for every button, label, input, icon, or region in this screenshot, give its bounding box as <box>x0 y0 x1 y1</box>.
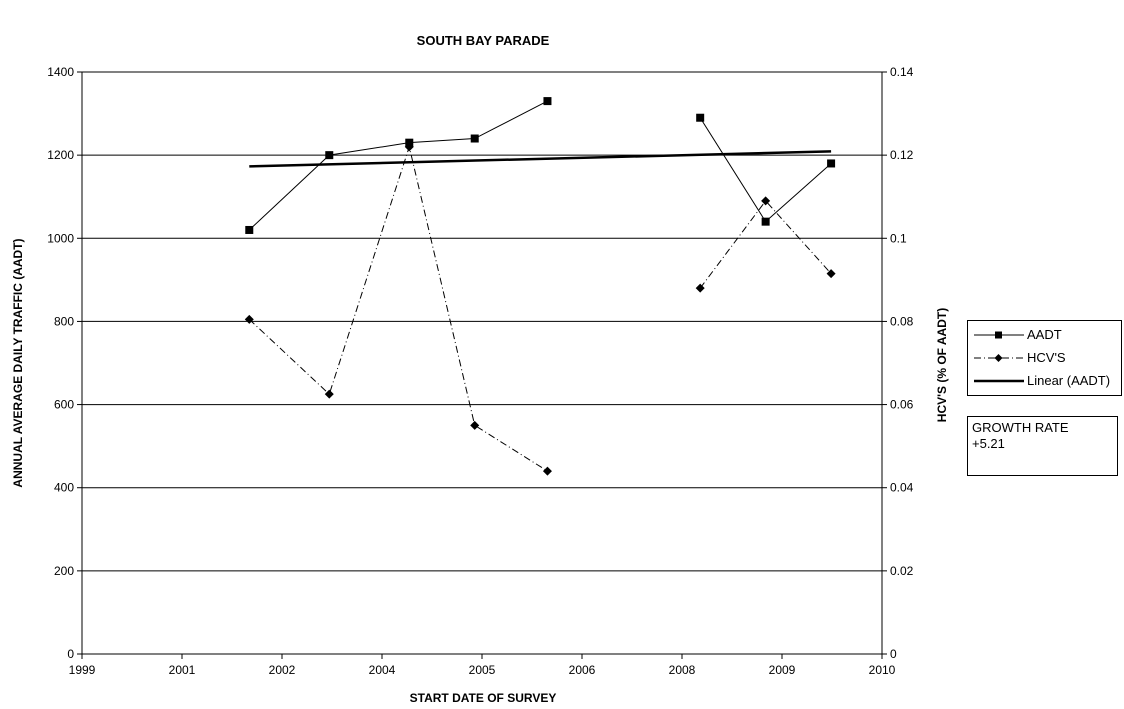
growth-rate-label: GROWTH RATE <box>972 420 1069 435</box>
y-tick-label: 800 <box>54 314 74 328</box>
y2-tick-label: 0 <box>890 647 897 661</box>
point-aadt <box>245 225 254 234</box>
series-layer <box>244 97 836 476</box>
y2-tick-label: 0.02 <box>890 564 914 578</box>
legend-label-hcvs: HCV'S <box>1027 350 1066 365</box>
point-hcv-s <box>244 314 254 324</box>
legend-item-linear: Linear (AADT) <box>968 371 1123 391</box>
x-tick-label: 2006 <box>569 663 596 677</box>
x-tick-label: 2010 <box>869 663 896 677</box>
growth-rate-value: +5.21 <box>972 436 1005 451</box>
point-hcv-s <box>542 466 552 476</box>
x-axis-label: START DATE OF SURVEY <box>410 691 557 705</box>
y-tick-label: 600 <box>54 398 74 412</box>
legend-swatch-linear <box>974 379 1024 383</box>
legend-label-linear: Linear (AADT) <box>1027 373 1111 388</box>
y2-tick-label: 0.04 <box>890 481 914 495</box>
y2-tick-label: 0.12 <box>890 148 914 162</box>
series-line-hcv-s <box>248 144 548 472</box>
series-aadt <box>245 97 836 234</box>
y-tick-label: 1000 <box>47 231 74 245</box>
y2-axis-label: HCV'S (% OF AADT) <box>935 308 949 422</box>
series-line-linear-aadt <box>249 150 832 168</box>
x-tick-label: 2002 <box>269 663 296 677</box>
point-aadt <box>470 134 479 143</box>
point-hcv-s <box>470 420 480 430</box>
series-line-hcv-s <box>699 200 832 289</box>
point-aadt <box>696 113 705 122</box>
series-linear-aadt <box>249 150 832 168</box>
right-axis: 0 0.02 0.04 0.06 0.08 0.1 0.12 0.14 <box>882 65 914 661</box>
y2-tick-label: 0.14 <box>890 65 914 79</box>
grid-lines <box>82 154 882 572</box>
y-axis-label: ANNUAL AVERAGE DAILY TRAFFIC (AADT) <box>11 238 25 487</box>
x-tick-label: 2008 <box>669 663 696 677</box>
x-axis: 1999 2001 2002 2004 2005 2006 2008 2009 2010 <box>69 654 896 677</box>
point-hcv-s <box>826 269 836 279</box>
legend-swatch-hcvs <box>974 354 1024 362</box>
legend: AADT HCV'S Linear (AADT) <box>967 320 1122 396</box>
y-tick-label: 200 <box>54 564 74 578</box>
y-tick-label: 400 <box>54 481 74 495</box>
legend-item-hcvs: HCV'S <box>968 348 1123 368</box>
x-tick-label: 2009 <box>769 663 796 677</box>
point-hcv-s <box>761 196 771 206</box>
growth-rate-box: GROWTH RATE +5.21 <box>967 416 1118 476</box>
legend-item-aadt: AADT <box>968 325 1123 345</box>
point-hcv-s <box>695 283 705 293</box>
point-aadt <box>827 159 836 168</box>
series-line-aadt <box>699 117 832 223</box>
x-tick-label: 2004 <box>369 663 396 677</box>
legend-label-aadt: AADT <box>1027 327 1062 342</box>
point-hcv-s <box>324 389 334 399</box>
x-tick-label: 2001 <box>169 663 196 677</box>
x-tick-label: 2005 <box>469 663 496 677</box>
x-tick-label: 1999 <box>69 663 96 677</box>
point-aadt <box>761 217 770 226</box>
y2-tick-label: 0.1 <box>890 231 907 245</box>
legend-swatch-aadt <box>974 331 1024 339</box>
y-tick-label: 1200 <box>47 148 74 162</box>
y-tick-label: 0 <box>67 647 74 661</box>
y-tick-label: 1400 <box>47 65 74 79</box>
point-aadt <box>325 151 334 160</box>
point-aadt <box>543 97 552 106</box>
y2-tick-label: 0.08 <box>890 314 914 328</box>
point-hcv-s <box>404 142 414 152</box>
chart-title: SOUTH BAY PARADE <box>417 33 550 48</box>
y2-tick-label: 0.06 <box>890 398 914 412</box>
series-hcv-s <box>244 142 836 476</box>
left-axis: 0 200 400 600 800 1000 1200 1400 <box>47 65 82 661</box>
